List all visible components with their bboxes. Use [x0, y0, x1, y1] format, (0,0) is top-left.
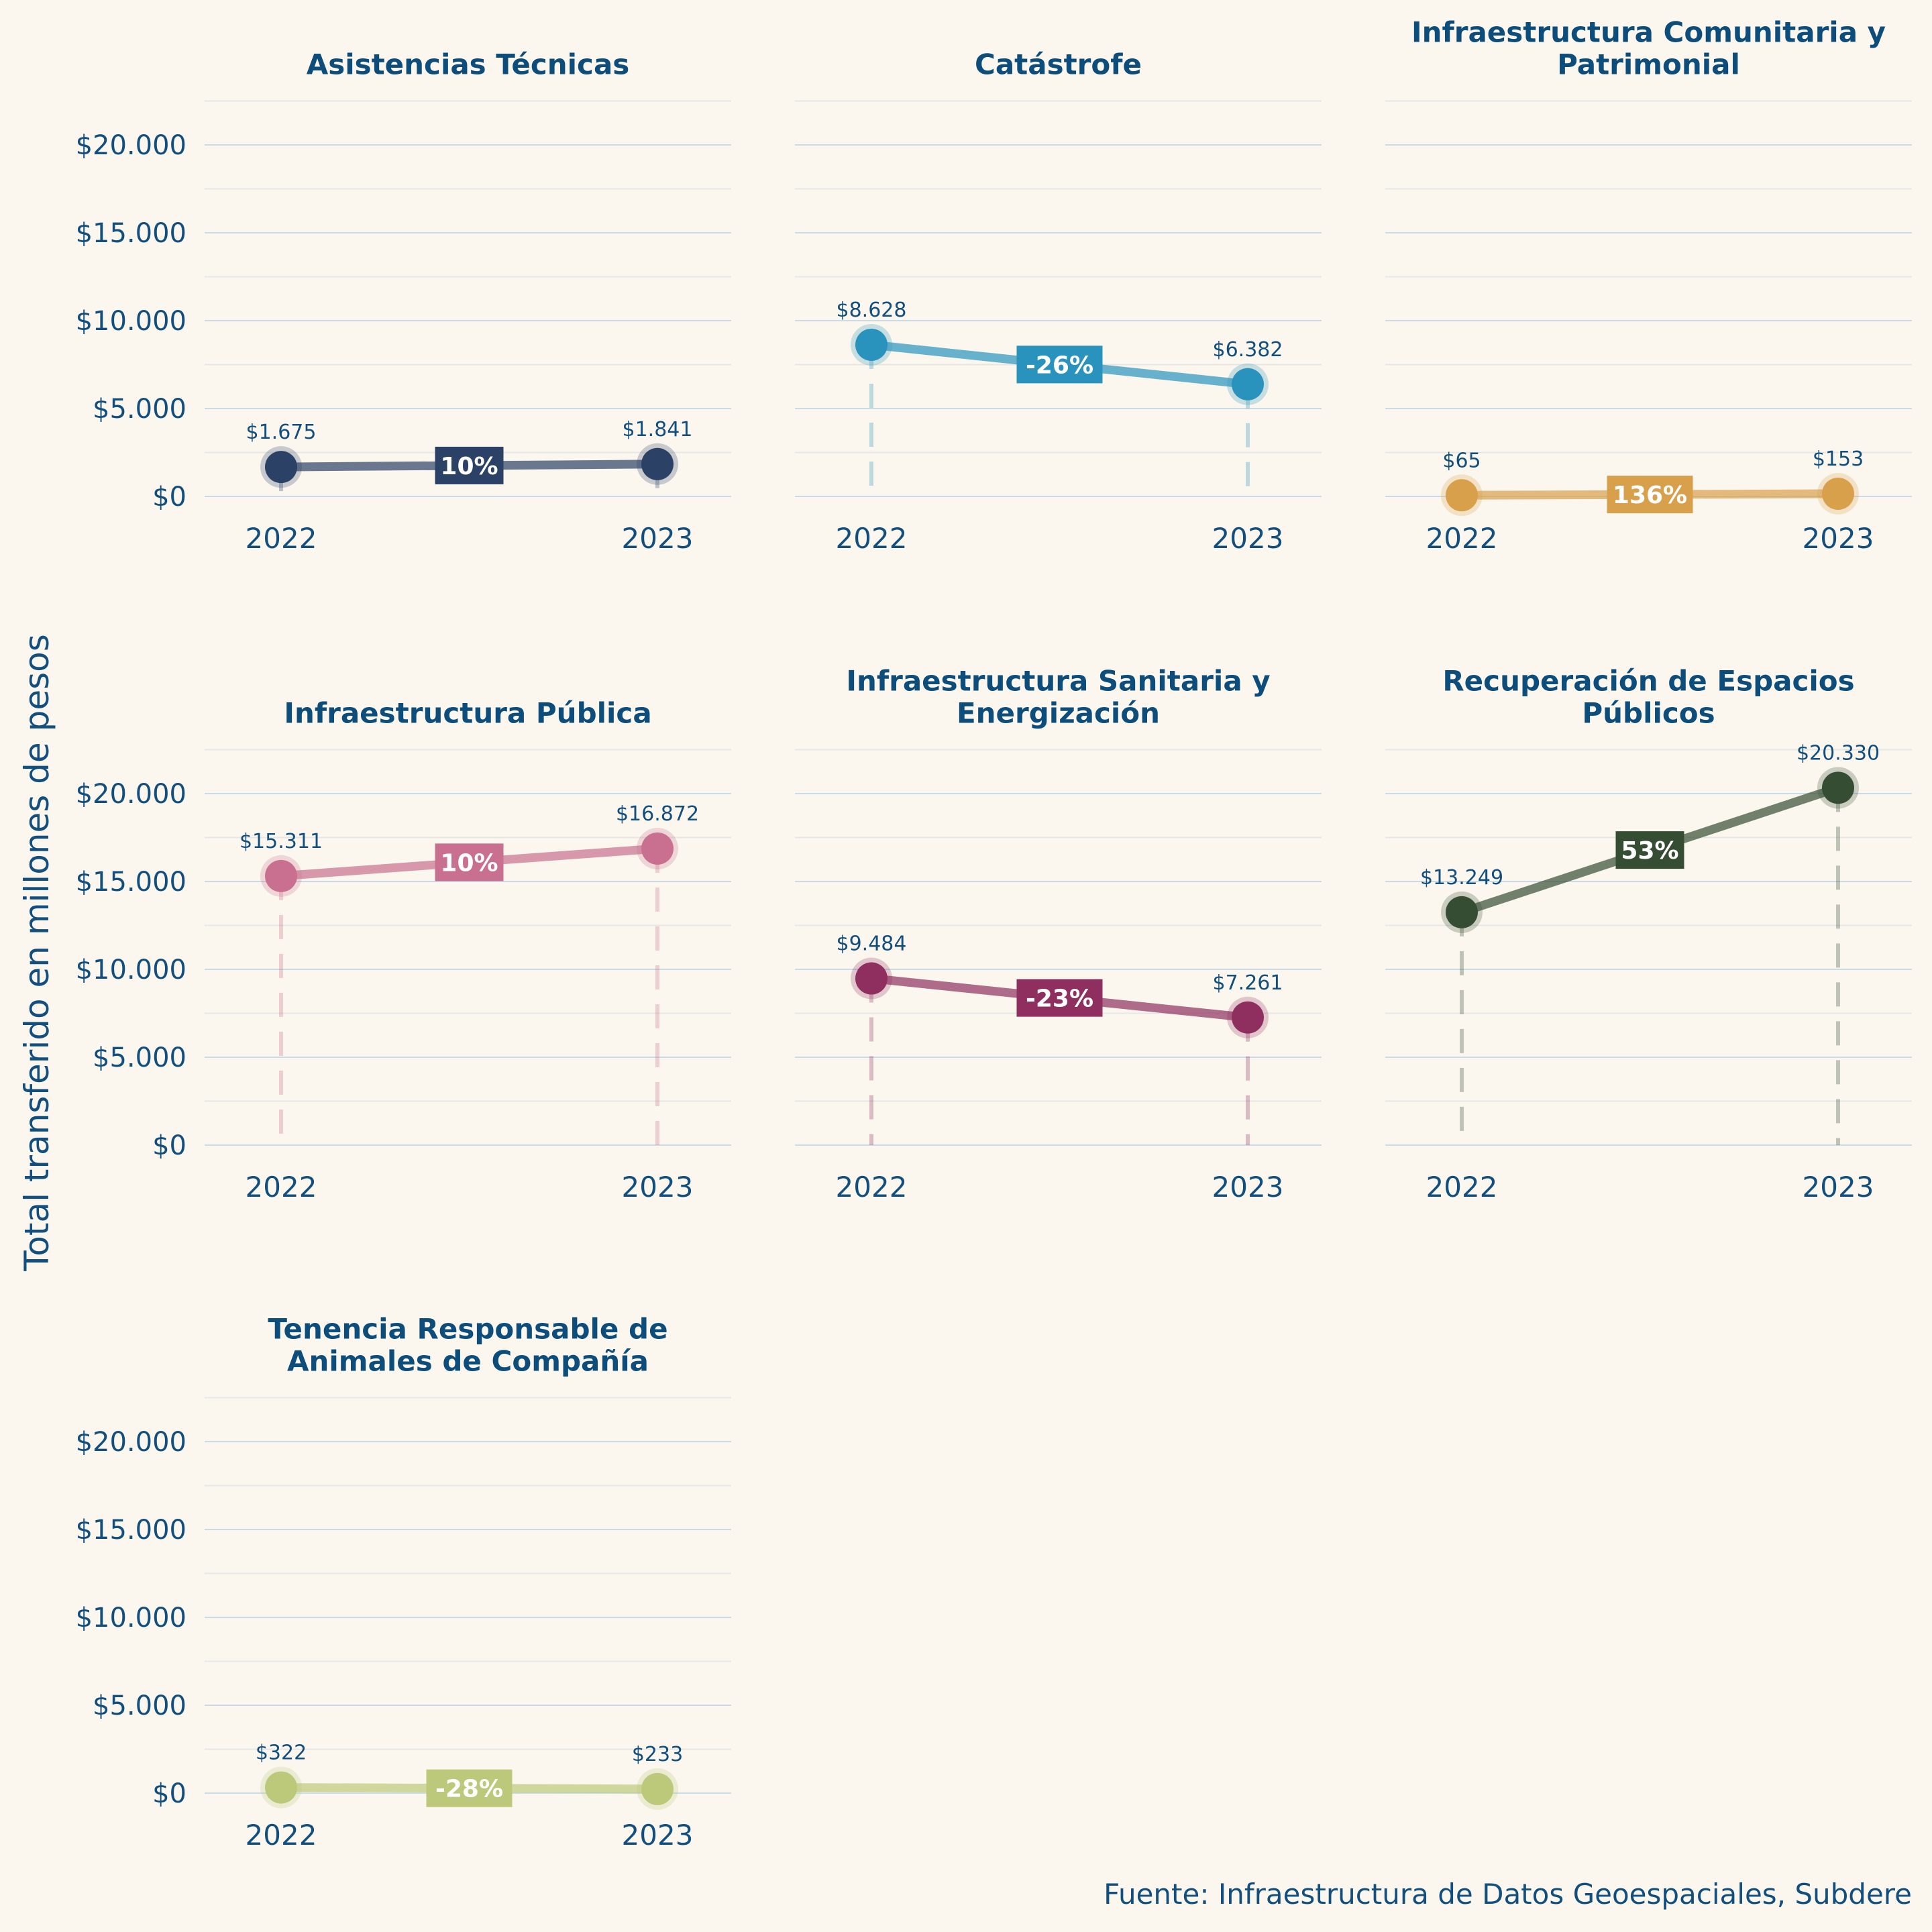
panel-title: Patrimonial [1557, 48, 1740, 81]
change-badge [1607, 476, 1693, 514]
change-label: 10% [440, 849, 498, 877]
panel-title: Catástrofe [975, 48, 1142, 81]
panel-title: Animales de Compañía [287, 1345, 649, 1378]
data-point [641, 1772, 674, 1805]
data-point [641, 832, 674, 865]
data-point [1232, 1001, 1264, 1034]
data-point [1446, 479, 1478, 512]
value-label: $1.841 [623, 418, 693, 441]
change-badge [426, 1769, 513, 1807]
x-tick-label: 2022 [836, 1171, 908, 1203]
x-tick-label: 2023 [622, 1171, 694, 1203]
panel-title: Tenencia Responsable de [268, 1313, 667, 1346]
y-tick-label: $0 [152, 482, 186, 513]
y-tick-label: $0 [152, 1130, 186, 1161]
data-point [1232, 368, 1264, 400]
panel-title: Infraestructura Sanitaria y [846, 665, 1270, 698]
data-point [265, 1771, 297, 1804]
panel-title: Públicos [1582, 697, 1715, 730]
value-label: $1.675 [246, 421, 317, 444]
value-label: $322 [256, 1741, 307, 1765]
y-tick-label: $15.000 [76, 1515, 186, 1546]
x-tick-label: 2022 [1426, 522, 1498, 555]
data-point [1822, 771, 1854, 804]
panel-title: Infraestructura Comunitaria y [1411, 16, 1886, 49]
data-point [1446, 896, 1478, 928]
change-label: 10% [440, 453, 498, 480]
x-tick-label: 2022 [246, 522, 317, 555]
x-tick-label: 2023 [1212, 522, 1284, 555]
y-tick-label: $10.000 [76, 306, 186, 337]
value-label: $233 [632, 1743, 683, 1766]
x-tick-label: 2023 [1803, 522, 1874, 555]
change-badge [1615, 831, 1684, 869]
y-tick-label: $20.000 [76, 1427, 186, 1458]
x-tick-label: 2022 [1426, 1171, 1498, 1203]
value-label: $65 [1442, 449, 1481, 472]
panel-title: Asistencias Técnicas [307, 48, 630, 81]
change-badge [1016, 345, 1103, 384]
panel-1: Asistencias Técnicas $0 $5.000 $10.000 $15.0… [76, 48, 731, 555]
x-tick-label: 2022 [246, 1819, 317, 1851]
change-label: -23% [1026, 985, 1093, 1013]
value-label: $7.261 [1213, 971, 1283, 995]
panel-title: Energización [957, 697, 1160, 730]
y-tick-label: $0 [152, 1778, 186, 1809]
change-badge [435, 843, 504, 881]
value-label: $15.311 [239, 830, 323, 853]
x-tick-label: 2022 [246, 1171, 317, 1203]
panel-title: Infraestructura Pública [284, 697, 651, 730]
y-tick-label: $15.000 [76, 867, 186, 898]
change-label: 136% [1613, 482, 1687, 509]
y-tick-label: $20.000 [76, 779, 186, 810]
y-tick-label: $15.000 [76, 218, 186, 249]
x-tick-label: 2023 [1212, 1171, 1284, 1203]
y-tick-label: $5.000 [93, 1042, 186, 1073]
data-point [265, 451, 297, 484]
x-tick-label: 2023 [622, 1819, 694, 1851]
value-label: $153 [1813, 447, 1864, 471]
data-point [855, 962, 888, 995]
panel-title: Recuperación de Espacios [1442, 665, 1854, 698]
y-tick-label: $5.000 [93, 394, 186, 425]
change-label: -28% [435, 1776, 503, 1803]
x-tick-label: 2023 [1803, 1171, 1874, 1203]
value-label: $6.382 [1213, 338, 1283, 362]
panel-4: Infraestructura Pública $0 $5.000 $10.000 $1… [76, 697, 731, 1203]
value-label: $9.484 [837, 932, 907, 956]
change-label: 53% [1621, 837, 1678, 865]
data-point [855, 328, 888, 361]
source-caption: Fuente: Infraestructura de Datos Geoespa… [1104, 1878, 1912, 1911]
value-label: $16.872 [616, 802, 699, 826]
panel-2: Catástrofe 2022 2023 $8.628 $6.382 -26% [795, 48, 1322, 555]
change-label: -26% [1026, 352, 1093, 379]
panels-container: Asistencias Técnicas $0 $5.000 $10.000 $15.0… [76, 16, 1912, 1851]
y-tick-label: $10.000 [76, 955, 186, 985]
value-label: $20.330 [1796, 741, 1880, 765]
y-tick-label: $5.000 [93, 1690, 186, 1721]
value-label: $8.628 [837, 299, 907, 322]
data-point [265, 859, 297, 892]
y-axis-title: Total transferido en millones de pesos [17, 634, 56, 1272]
x-tick-label: 2022 [836, 522, 908, 555]
change-badge [435, 446, 504, 484]
data-point [1822, 477, 1854, 510]
change-badge [1016, 979, 1103, 1017]
data-point [641, 447, 674, 480]
value-label: $13.249 [1420, 866, 1503, 890]
x-tick-label: 2023 [622, 522, 694, 555]
y-tick-label: $20.000 [76, 130, 186, 161]
y-tick-label: $10.000 [76, 1603, 186, 1633]
panel-3: Infraestructura Comunitaria yPatrimonial… [1385, 16, 1912, 555]
